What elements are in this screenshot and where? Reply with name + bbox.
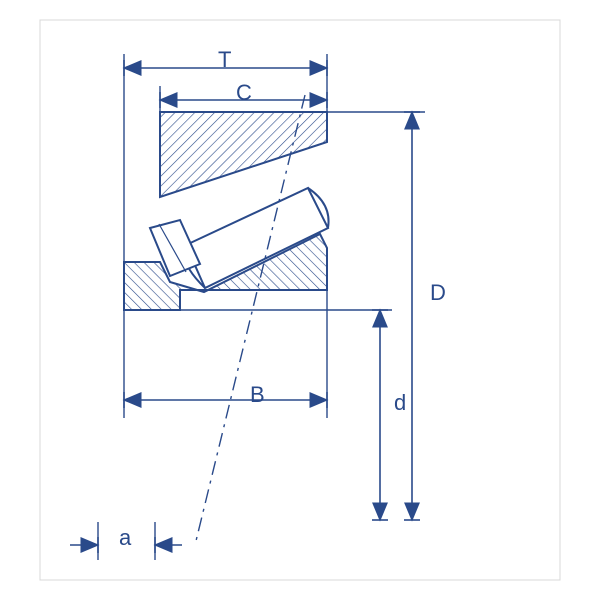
label-T: T <box>218 47 231 73</box>
label-C: C <box>236 80 252 106</box>
label-d: d <box>394 390 406 416</box>
label-B: B <box>250 382 265 408</box>
label-a: a <box>119 525 131 551</box>
diagram-svg <box>0 0 600 600</box>
bearing-diagram-canvas: T C B a D d <box>0 0 600 600</box>
frame-border <box>40 20 560 580</box>
outer-ring <box>160 112 327 197</box>
label-D: D <box>430 280 446 306</box>
